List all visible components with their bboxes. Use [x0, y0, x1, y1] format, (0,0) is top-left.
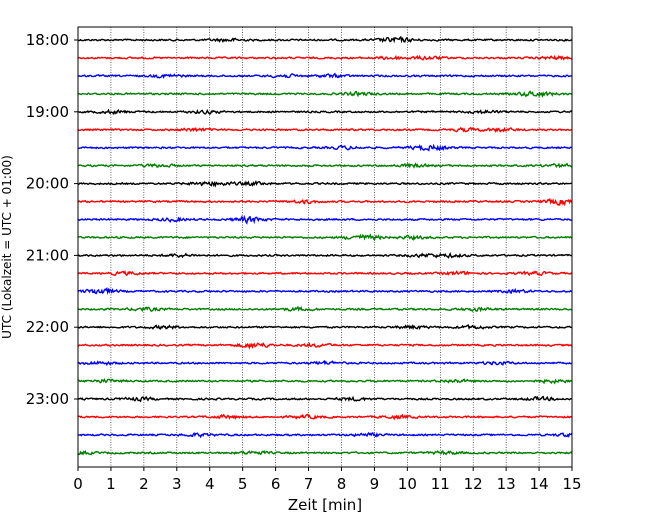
x-tick-label: 3: [172, 475, 182, 493]
x-tick-label: 0: [73, 475, 83, 493]
seismogram-trace: [77, 413, 573, 421]
x-tick-label: 6: [271, 475, 281, 493]
seismogram-trace: [77, 449, 573, 456]
plot-frame: [77, 26, 573, 468]
x-tick-label: 5: [238, 475, 248, 493]
seismogram-trace: [77, 233, 573, 242]
seismogram-trace: [77, 162, 573, 169]
seismogram-trace: [77, 54, 573, 61]
x-tick-label: 9: [370, 475, 380, 493]
seismogram-trace: [77, 395, 573, 403]
y-tick-label: 21:00: [26, 246, 69, 264]
x-tick-label: 13: [497, 475, 516, 493]
x-tick-label: 15: [562, 475, 581, 493]
x-tick-label: 4: [205, 475, 215, 493]
seismogram-trace: [77, 108, 573, 115]
x-tick-label: 8: [337, 475, 347, 493]
seismogram-trace: [77, 143, 573, 152]
y-tick-label: 18:00: [26, 31, 69, 49]
seismogram-trace: [77, 359, 573, 366]
y-tick-label: 20:00: [26, 175, 69, 193]
x-axis-label: Zeit [min]: [288, 496, 362, 514]
seismogram-trace: [77, 214, 573, 225]
seismogram-trace: [77, 305, 573, 313]
x-axis-ticks: 0 1 2 3 4 5 6 7 8 9 10 11 12 13 14 15: [73, 467, 582, 493]
seismogram-trace: [77, 324, 573, 331]
x-tick-label: 2: [139, 475, 149, 493]
x-tick-label: 7: [304, 475, 314, 493]
plot-background: [78, 27, 572, 467]
seismogram-trace: [77, 72, 573, 80]
y-tick-label: 23:00: [26, 390, 69, 408]
seismogram-trace: [77, 197, 573, 207]
seismogram-trace: [77, 90, 573, 99]
y-axis-ticks: 18:00 19:00 20:00 21:00 22:00 23:00: [26, 31, 78, 408]
y-tick-label: 22:00: [26, 318, 69, 336]
y-tick-label: 19:00: [26, 103, 69, 121]
x-tick-label: 14: [530, 475, 549, 493]
seismogram-trace: [77, 35, 573, 44]
seismogram-trace: [77, 180, 573, 188]
x-tick-label: 11: [431, 475, 450, 493]
seismogram-trace: [77, 431, 573, 439]
x-tick-label: 1: [106, 475, 116, 493]
traces: [77, 35, 573, 456]
y-axis-label: UTC (Lokalzeit = UTC + 01:00): [0, 155, 14, 339]
seismogram-trace: [77, 126, 573, 133]
seismogram-trace: [77, 341, 573, 350]
grid: [110, 27, 540, 467]
x-tick-label: 10: [398, 475, 417, 493]
seismogram-trace: [77, 270, 573, 277]
seismogram-trace: [77, 286, 573, 295]
seismogram-trace: [77, 251, 573, 259]
seismogram-trace: [77, 377, 573, 385]
x-tick-label: 12: [464, 475, 483, 493]
